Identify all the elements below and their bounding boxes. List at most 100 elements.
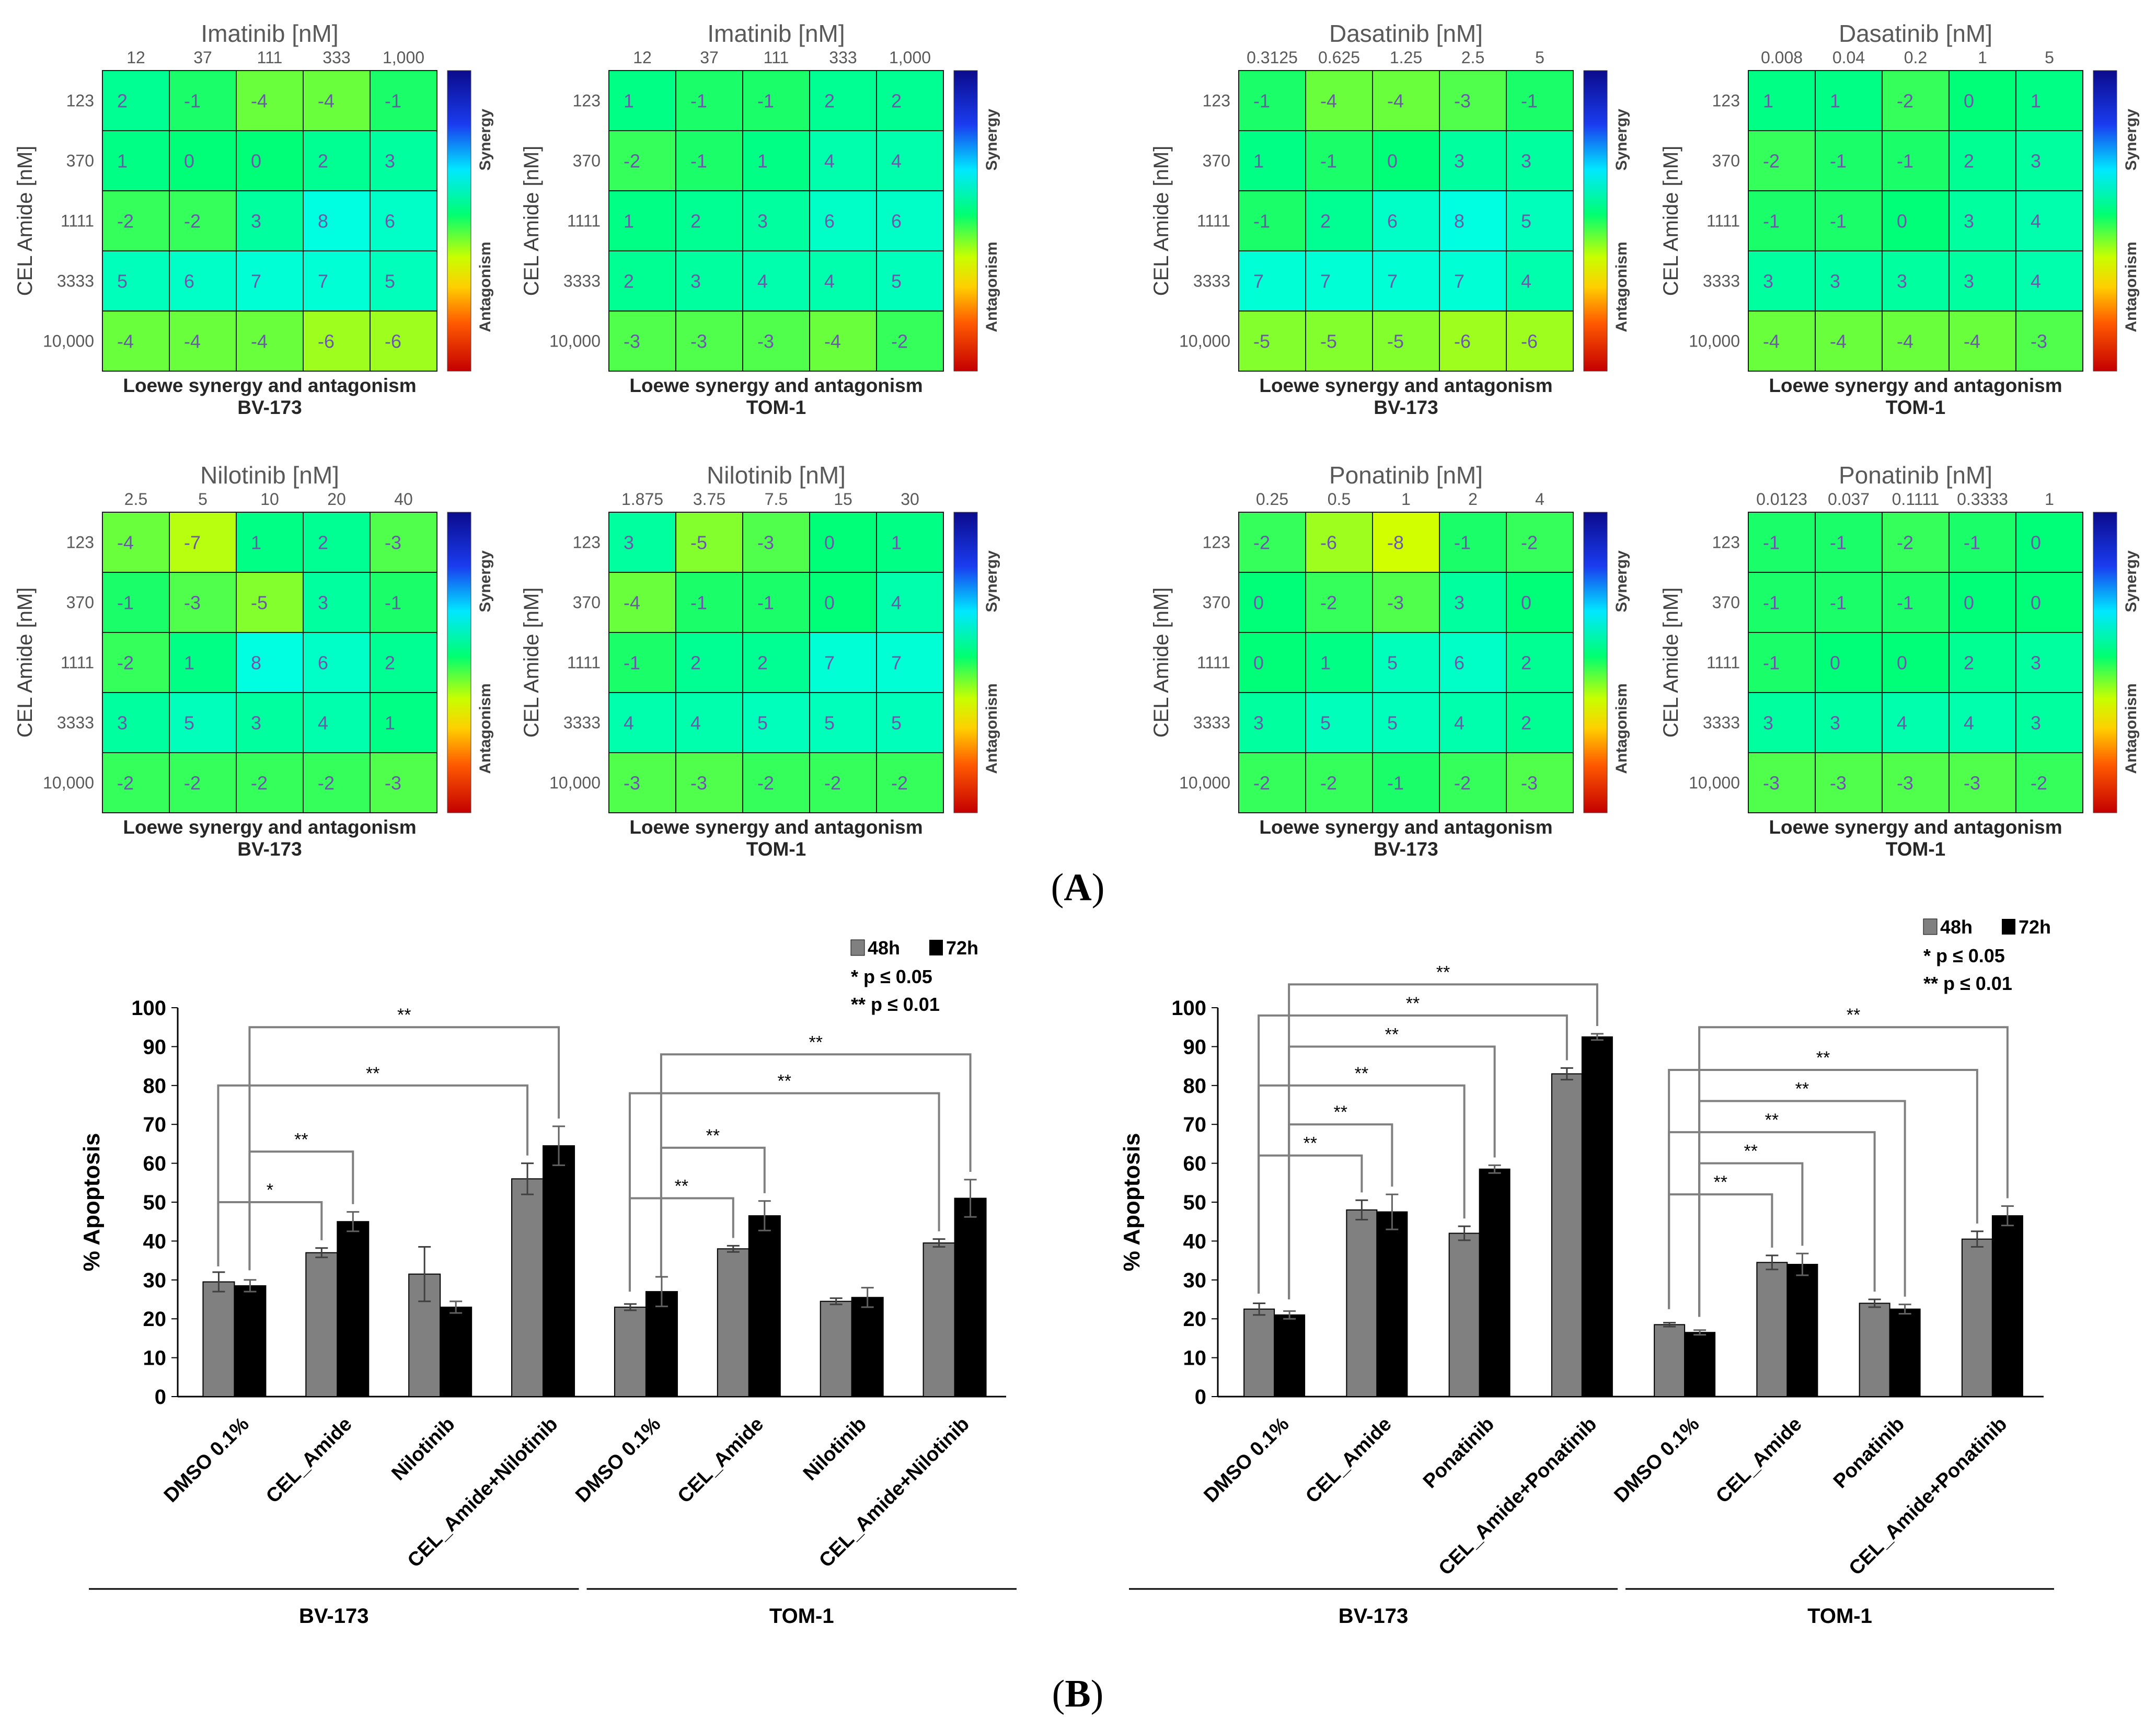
legend-swatch-48h [850,939,865,956]
heatmap-cell [1815,190,1883,251]
panel-letter-b: B [1065,1673,1090,1715]
heatmap-cell-value: 7 [891,652,902,674]
heatmap-cell [1439,632,1507,693]
heatmap-cell [1372,70,1440,131]
heatmap-cell-value: 1 [891,532,902,554]
heatmap-cell [675,250,743,312]
heatmap-cell [1949,632,2016,693]
heatmap-2: Imatinib [nM]12 37 111 333 1,000123370111133… [520,20,1000,418]
heatmap-x-tick: 0.1111 [1892,490,1940,509]
heatmap-cell [608,512,676,573]
colorbar-synergy-label: Synergy [477,550,494,613]
heatmap-x-tick: 3.75 [693,490,725,509]
heatmap-cell [1815,572,1883,633]
heatmap-cell [2015,130,2083,191]
heatmap-cell [1815,70,1883,131]
heatmap-title: Ponatinib [nM] [1839,462,1992,489]
heatmap-cell-value: 3 [1253,712,1264,734]
heatmap-y-tick: 123 [1203,91,1230,110]
heatmap-cell [1439,190,1507,251]
heatmap-cell-value: -4 [1830,331,1847,352]
heatmap-cell [1882,632,1950,693]
heatmap-cell-value: 1 [757,151,768,172]
heatmap-cell-value: 0 [1387,151,1398,172]
heatmap-cell [370,190,437,251]
heatmap-cell-value: -1 [1253,90,1270,112]
significance-bracket: ** [628,1071,940,1292]
heatmap-cell [102,130,170,191]
heatmap-subtitle: Loewe synergy and antagonism [123,816,416,838]
colorbar-synergy-label: Synergy [1613,109,1630,171]
heatmap-cell-value: 5 [891,712,902,734]
heatmap-cell [608,692,676,753]
bracket-label: ** [1795,1079,1809,1099]
heatmap-cell-value: 3 [1454,592,1465,614]
heatmap-cell [1748,130,1816,191]
heatmap-cell-value: 3 [2031,652,2041,674]
bar-72h [1991,1215,2023,1398]
bar-48h [820,1300,852,1397]
heatmap-x-tick: 0.2 [1904,48,1927,67]
heatmap-cell-line: TOM-1 [746,838,806,860]
heatmap-cell-line: BV-173 [237,397,302,418]
bar-72h [1786,1264,1818,1398]
heatmap-y-tick: 10,000 [43,774,94,792]
bar-72h [1479,1168,1511,1397]
heatmap-cell [102,190,170,251]
heatmap-cell [742,130,810,191]
heatmap-cell [742,310,810,372]
heatmap-cell-value: 0 [1964,592,1974,614]
heatmap-cell [1815,752,1883,813]
bar-72h [851,1297,884,1398]
bracket-label: ** [294,1130,308,1149]
heatmap-cell [876,752,944,813]
heatmap-subtitle: Loewe synergy and antagonism [629,375,923,396]
heatmap-cell [2015,632,2083,693]
heatmap-y-tick: 1111 [1197,653,1230,672]
legend-p-001: ** p ≤ 0.01 [1923,973,2012,994]
heatmap-cell [236,572,304,633]
heatmap-cell [675,752,743,813]
heatmap-cell [236,70,304,131]
bar-48h [1448,1232,1480,1398]
y-tick-label: 0 [1195,1386,1206,1409]
bar-chart-1: 0 10 20 30 40 50 60 70 80 90 100 % Apoptosis DMSO 0.… [79,937,1017,1628]
heatmap-cell-value: -4 [318,90,335,112]
bracket-line [1698,1026,2009,1317]
heatmap-subtitle: Loewe synergy and antagonism [1769,375,2062,396]
heatmap-cell [370,512,437,573]
bar-48h [717,1248,750,1398]
bracket-label: ** [397,1005,411,1025]
heatmap-cell [1372,692,1440,753]
heatmap-cell [2015,572,2083,633]
heatmap-y-tick: 1111 [567,653,601,672]
heatmap-cell [1506,250,1574,312]
heatmap-cell [1882,752,1950,813]
heatmap-cell-value: -1 [1830,532,1847,554]
heatmap-cell [1882,310,1950,372]
heatmap-cell [1439,692,1507,753]
y-tick-label: 30 [143,1269,167,1292]
heatmap-cell [809,70,877,131]
heatmap-cell-value: 0 [1897,211,1907,232]
bracket-line [628,1092,940,1292]
heatmap-cell-value: -4 [624,592,640,614]
heatmap-cell-value: -3 [624,331,640,352]
heatmap-cell-value: 4 [891,592,902,614]
heatmap-cell-value: -1 [1253,211,1270,232]
heatmap-cell [370,692,437,753]
colorbar-synergy-label: Synergy [983,550,1000,613]
legend-label-48h: 48h [1940,916,1973,938]
colorbar-antagonism-label: Antagonism [2123,241,2140,332]
heatmap-x-tick: 5 [2045,48,2054,67]
heatmap-cell-value: -2 [624,151,640,172]
heatmap-cell [1506,692,1574,753]
heatmap-cell-line: TOM-1 [1886,838,1945,860]
heatmap-cell [1305,752,1373,813]
heatmap-cell-value: -6 [318,331,335,352]
heatmap-cell-value: 0 [824,532,835,554]
heatmap-cell-value: 7 [1387,271,1398,292]
heatmap-cell [169,310,237,372]
heatmap-x-tick: 1.875 [621,490,663,509]
